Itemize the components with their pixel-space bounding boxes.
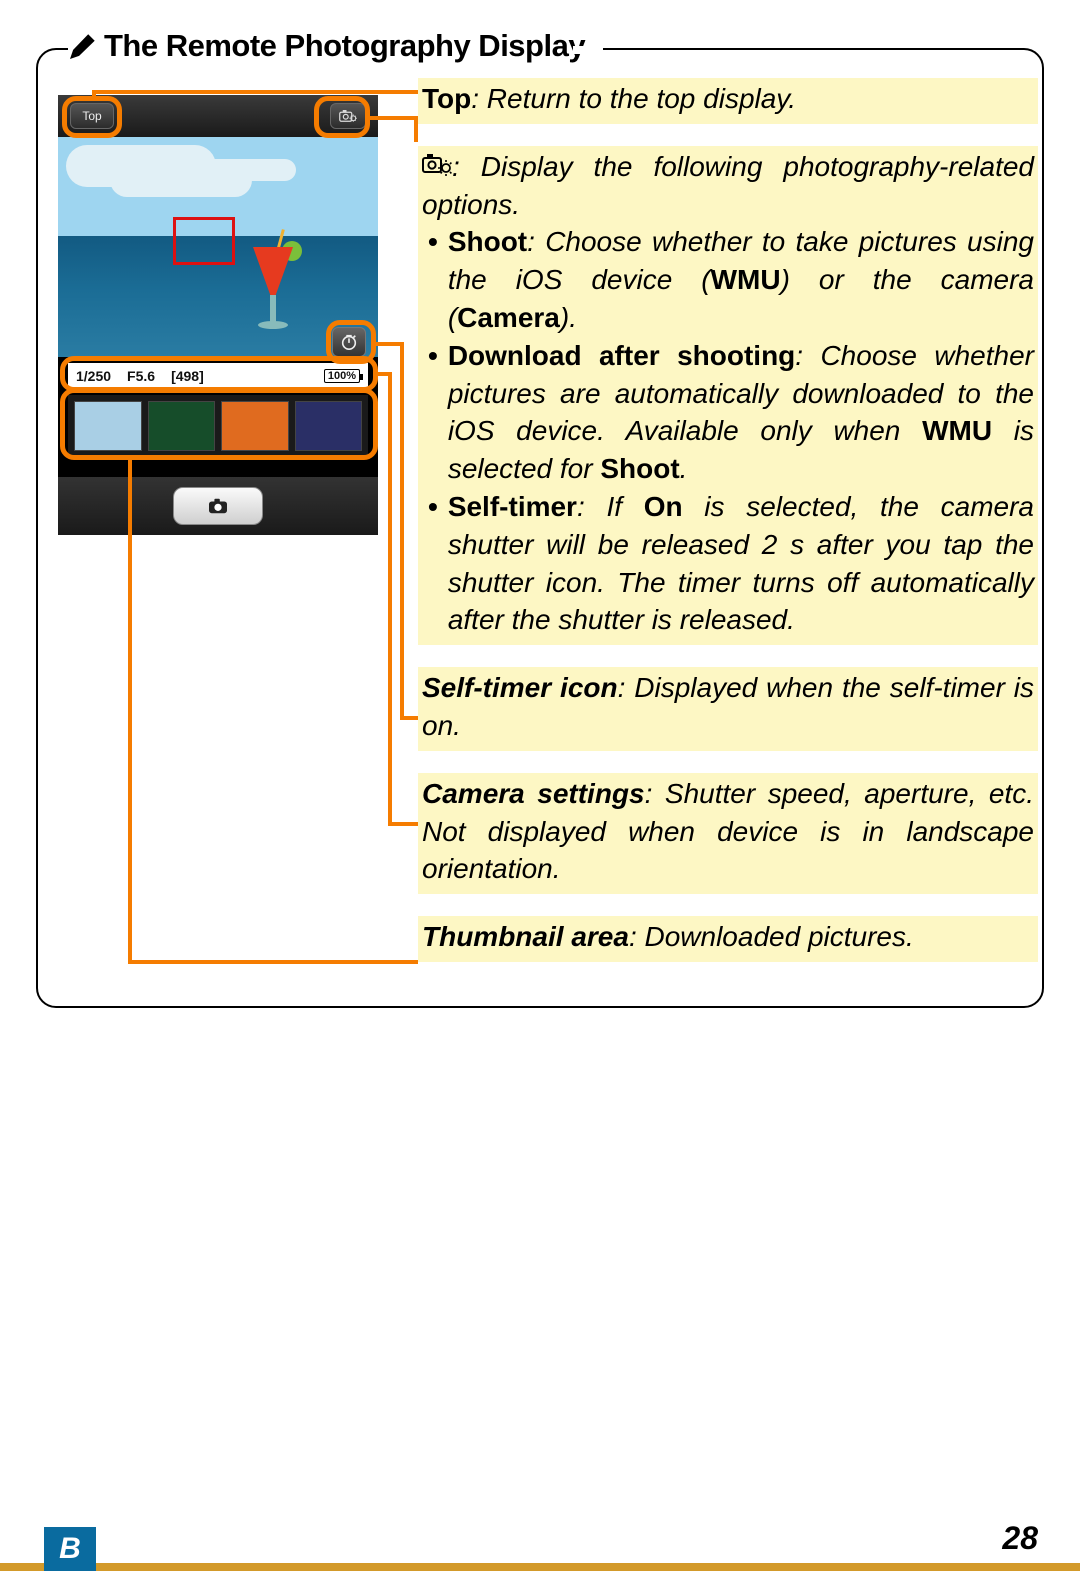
bullet-shoot: Shoot: Choose whether to take pictures u… — [422, 223, 1034, 336]
top-button[interactable]: Top — [70, 103, 114, 129]
frame-title-text: The Remote Photography Display — [104, 28, 585, 64]
top-button-label: Top — [82, 109, 101, 123]
page-footer: B 28 — [0, 1517, 1080, 1571]
self-timer-icon — [340, 333, 358, 351]
callout-camera-settings: Camera settings: Shutter speed, aperture… — [418, 773, 1038, 894]
shutter-speed: 1/250 — [76, 368, 111, 384]
thumbnail[interactable] — [74, 401, 142, 451]
callout-top-text: : Return to the top display. — [471, 83, 796, 114]
callout-thumbnails: Thumbnail area: Downloaded pictures. — [418, 916, 1038, 962]
bullet-selftimer: Self-timer: If On is selected, the camer… — [422, 488, 1034, 639]
cloud-graphic — [66, 145, 216, 187]
camera-gear-icon — [339, 108, 357, 124]
callout-top: Top: Return to the top display. — [418, 78, 1038, 124]
shutter-button[interactable] — [173, 487, 263, 525]
bullet-download: Download after shooting: Choose whether … — [422, 337, 1034, 488]
cocktail-graphic — [248, 247, 298, 337]
focus-indicator — [173, 217, 235, 265]
info-frame: The Remote Photography Display Top — [36, 48, 1044, 1008]
camera-settings-bar: 1/250 F5.6 [498] 100% — [68, 363, 368, 389]
footer-stripe — [0, 1563, 1080, 1571]
frame-title: The Remote Photography Display — [68, 28, 591, 64]
callout-selftimer-icon: Self-timer icon: Displayed when the self… — [418, 667, 1038, 751]
frames-remaining: [498] — [171, 368, 204, 384]
battery-indicator: 100% — [324, 369, 360, 383]
phone-topbar: Top — [58, 95, 378, 137]
thumbnail-area[interactable] — [68, 395, 368, 457]
page-number: 28 — [1002, 1520, 1038, 1557]
options-button[interactable] — [330, 103, 366, 129]
camera-gear-icon — [422, 152, 452, 176]
camera-icon — [207, 497, 229, 515]
explanations-column: Top: Return to the top display. : Displa… — [418, 78, 1038, 962]
callout-options: : Display the following photography-rela… — [418, 146, 1038, 645]
thumbnail[interactable] — [221, 401, 289, 451]
self-timer-button[interactable] — [332, 327, 366, 357]
live-view[interactable] — [58, 137, 378, 357]
callout-options-intro: : Display the following photography-rela… — [422, 151, 1034, 220]
shutter-bar — [58, 477, 378, 535]
aperture-value: F5.6 — [127, 368, 155, 384]
pencil-icon — [70, 33, 96, 59]
callout-top-label: Top — [422, 83, 471, 114]
section-tab: B — [44, 1527, 96, 1571]
phone-screenshot: Top — [58, 95, 378, 535]
thumbnail[interactable] — [295, 401, 363, 451]
thumbnail[interactable] — [148, 401, 216, 451]
